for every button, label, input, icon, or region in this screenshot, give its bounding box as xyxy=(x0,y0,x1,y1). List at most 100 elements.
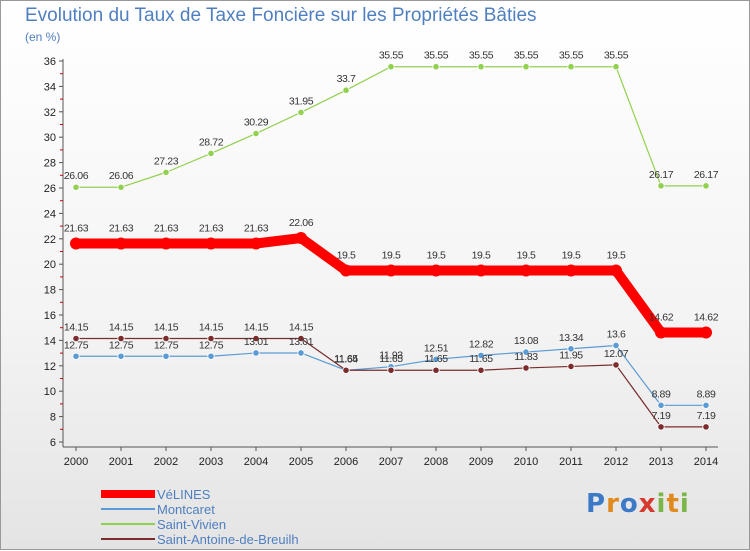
series-line-saint-vivien xyxy=(75,66,707,188)
x-tick-label: 2000 xyxy=(64,456,88,468)
data-point-montcaret xyxy=(432,355,440,363)
logo-letter: x xyxy=(638,489,657,519)
data-point-saint-antoine xyxy=(252,334,260,343)
data-label-saint-vivien: 26.06 xyxy=(64,170,89,182)
data-label-saint-antoine: 11.83 xyxy=(514,351,538,363)
data-point-saint-vivien xyxy=(207,149,215,158)
y-tick-label: 18 xyxy=(44,285,56,297)
data-point-montcaret xyxy=(207,352,215,360)
data-point-montcaret xyxy=(657,401,665,409)
data-point-velines xyxy=(340,264,352,277)
data-point-velines xyxy=(565,264,577,277)
data-point-montcaret xyxy=(252,349,260,357)
data-point-montcaret xyxy=(567,345,575,353)
legend: VéLINES Montcaret Saint-Vivien Saint-Ant… xyxy=(101,487,461,547)
x-tick-label: 2012 xyxy=(604,456,628,468)
logo-letter: t xyxy=(666,489,680,519)
data-label-velines: 14.62 xyxy=(649,312,674,324)
data-point-saint-vivien xyxy=(342,86,350,94)
data-point-saint-vivien xyxy=(567,63,575,71)
data-point-saint-antoine xyxy=(702,423,710,431)
x-tick-label: 2011 xyxy=(559,456,583,468)
data-label-saint-antoine: 11.65 xyxy=(469,353,493,365)
legend-item-velines: VéLINES xyxy=(101,487,461,502)
data-label-saint-antoine: 14.15 xyxy=(154,321,179,333)
logo-letter: r xyxy=(606,489,620,519)
data-label-velines: 19.5 xyxy=(427,250,446,262)
data-label-montcaret: 12.51 xyxy=(424,342,449,354)
y-tick-label: 30 xyxy=(44,132,56,144)
data-point-saint-antoine xyxy=(117,334,125,343)
data-point-saint-vivien xyxy=(612,63,620,71)
data-label-montcaret: 8.89 xyxy=(697,388,716,400)
data-label-velines: 19.5 xyxy=(337,250,356,262)
data-label-saint-antoine: 7.19 xyxy=(697,410,716,422)
data-point-saint-antoine xyxy=(207,334,215,343)
data-label-velines: 21.63 xyxy=(199,222,224,234)
x-tick-label: 2002 xyxy=(154,456,178,468)
data-point-saint-antoine xyxy=(657,423,665,431)
data-label-saint-antoine: 7.19 xyxy=(652,410,671,422)
proxiti-logo[interactable]: Proxiti xyxy=(586,489,690,519)
data-label-velines: 19.5 xyxy=(382,250,401,262)
data-point-velines xyxy=(295,232,307,245)
data-label-velines: 21.63 xyxy=(244,222,269,234)
data-label-saint-vivien: 35.55 xyxy=(424,50,449,62)
legend-swatch-saint-antoine xyxy=(101,538,155,540)
data-label-saint-vivien: 26.17 xyxy=(694,169,719,181)
y-tick-label: 16 xyxy=(44,310,56,322)
data-point-montcaret xyxy=(117,352,125,360)
data-label-saint-vivien: 35.55 xyxy=(559,50,584,62)
data-point-saint-vivien xyxy=(117,183,125,191)
data-point-saint-vivien xyxy=(432,63,440,71)
chart-title: Evolution du Taux de Taxe Foncière sur l… xyxy=(25,5,537,26)
legend-label-saint-vivien: Saint-Vivien xyxy=(157,517,227,532)
data-point-saint-antoine xyxy=(567,362,575,371)
data-label-saint-vivien: 35.55 xyxy=(604,50,629,62)
y-tick-label: 14 xyxy=(44,335,56,347)
x-tick-label: 2014 xyxy=(694,456,718,468)
data-point-velines xyxy=(430,264,442,277)
logo-letter: P xyxy=(586,489,607,519)
data-label-saint-antoine: 11.65 xyxy=(334,353,358,365)
data-label-saint-antoine: 14.15 xyxy=(289,321,314,333)
data-label-saint-vivien: 27.23 xyxy=(154,155,179,167)
logo-letter: i xyxy=(679,489,690,519)
data-point-montcaret xyxy=(702,401,710,409)
data-label-montcaret: 13.01 xyxy=(289,336,314,348)
data-label-velines: 22.06 xyxy=(289,217,314,229)
data-label-saint-antoine: 11.65 xyxy=(379,353,403,365)
data-point-velines xyxy=(385,264,397,277)
data-label-velines: 19.5 xyxy=(472,250,491,262)
y-tick-label: 34 xyxy=(44,81,56,93)
y-tick-label: 20 xyxy=(44,259,56,271)
data-point-montcaret xyxy=(477,351,485,359)
logo-letter: i xyxy=(656,489,667,519)
data-label-saint-antoine: 11.65 xyxy=(424,353,448,365)
legend-item-saint-antoine: Saint-Antoine-de-Breuilh xyxy=(101,532,461,547)
y-tick-label: 6 xyxy=(50,437,56,449)
data-point-montcaret xyxy=(297,349,305,357)
data-label-saint-vivien: 26.06 xyxy=(109,170,134,182)
data-label-velines: 19.5 xyxy=(607,250,626,262)
data-point-saint-vivien xyxy=(522,63,530,71)
legend-item-montcaret: Montcaret xyxy=(101,502,461,517)
data-label-saint-antoine: 14.15 xyxy=(199,321,224,333)
legend-label-velines: VéLINES xyxy=(157,487,211,502)
data-label-saint-vivien: 31.95 xyxy=(289,95,314,107)
data-label-saint-antoine: 12.07 xyxy=(604,348,629,360)
data-point-saint-vivien xyxy=(162,168,170,176)
data-label-montcaret: 12.75 xyxy=(64,339,89,351)
x-tick-label: 2001 xyxy=(109,456,133,468)
data-label-saint-vivien: 26.17 xyxy=(649,169,674,181)
data-point-saint-vivien xyxy=(252,129,260,138)
x-tick-label: 2009 xyxy=(469,456,493,468)
data-label-montcaret: 8.89 xyxy=(652,388,671,400)
data-label-velines: 14.62 xyxy=(694,312,719,324)
data-point-saint-antoine xyxy=(297,334,305,343)
x-tick-label: 2007 xyxy=(379,456,403,468)
data-point-saint-vivien xyxy=(657,182,665,190)
x-tick-label: 2004 xyxy=(244,456,268,468)
